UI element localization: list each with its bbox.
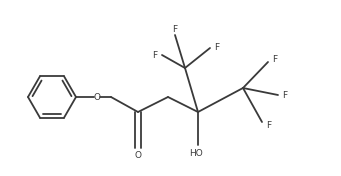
- Text: O: O: [134, 150, 142, 159]
- Text: F: F: [282, 90, 287, 99]
- Text: F: F: [173, 26, 178, 34]
- Text: F: F: [152, 51, 158, 59]
- Text: F: F: [272, 55, 278, 64]
- Text: F: F: [266, 121, 271, 130]
- Text: O: O: [93, 93, 101, 102]
- Text: HO: HO: [189, 149, 203, 158]
- Text: F: F: [214, 43, 220, 52]
